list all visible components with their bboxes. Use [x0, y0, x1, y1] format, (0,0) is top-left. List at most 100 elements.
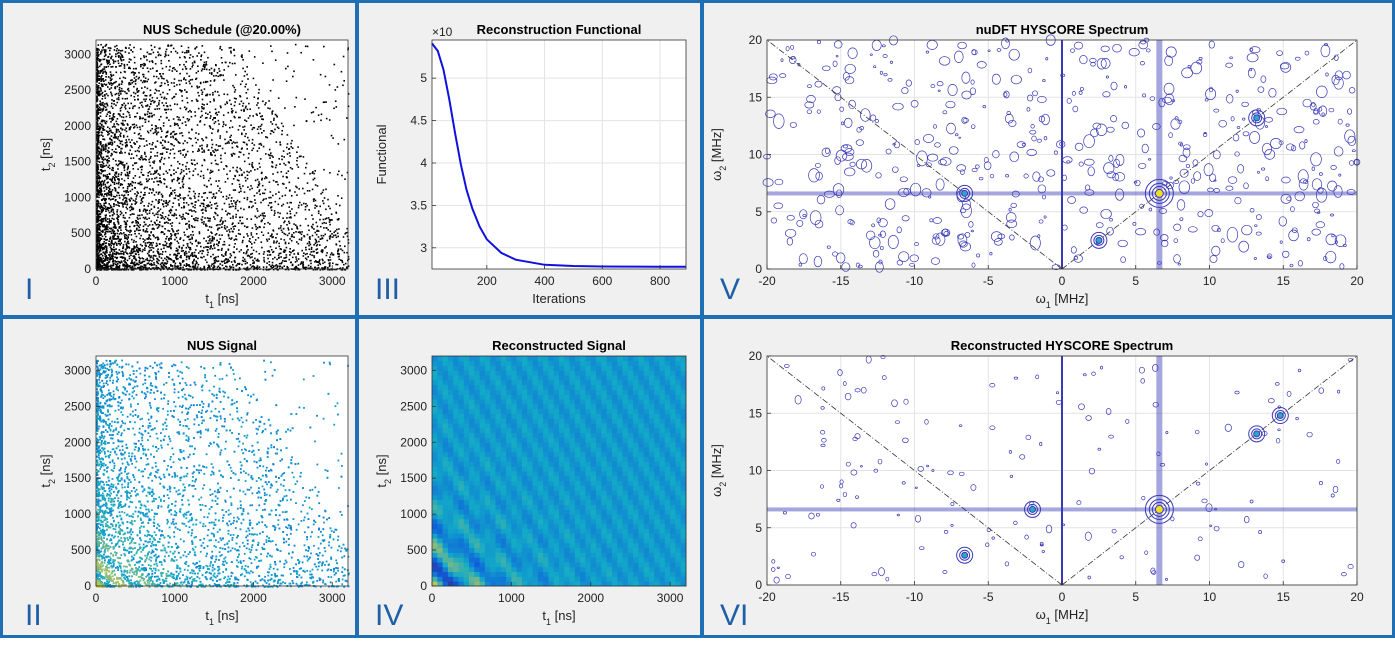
sample-point — [124, 77, 127, 79]
sample-point — [105, 175, 107, 178]
sample-point — [153, 214, 156, 217]
sample-point — [223, 225, 226, 227]
sample-point — [172, 202, 175, 204]
sample-point — [221, 264, 224, 267]
sample-point — [115, 263, 117, 265]
sample-point — [114, 189, 117, 191]
sample-point — [213, 264, 215, 267]
sample-point — [184, 218, 186, 220]
sample-point — [96, 174, 99, 176]
sample-point — [205, 61, 208, 63]
sample-point — [140, 79, 142, 82]
sample-point — [259, 166, 261, 168]
sample-point — [246, 233, 248, 235]
sample-point — [180, 45, 183, 47]
sample-point — [310, 225, 313, 228]
sample-point — [205, 112, 207, 114]
sample-point — [113, 187, 116, 189]
sample-point — [346, 117, 348, 119]
sample-point — [261, 184, 264, 187]
sample-point — [118, 264, 121, 267]
sample-point — [103, 187, 105, 189]
sample-point — [153, 262, 155, 264]
sample-point — [121, 257, 124, 259]
sample-point — [334, 89, 337, 91]
sample-point — [195, 256, 197, 258]
sample-point — [105, 102, 108, 105]
sample-point — [224, 262, 226, 264]
sample-point — [110, 240, 113, 243]
sample-point — [107, 207, 110, 209]
sample-point — [132, 181, 134, 184]
sample-point — [260, 231, 263, 233]
sample-point — [308, 248, 311, 251]
sample-point — [258, 266, 261, 268]
sample-point — [128, 128, 131, 131]
sample-point — [239, 83, 242, 86]
sample-point — [208, 205, 211, 207]
sample-point — [329, 219, 331, 222]
sample-point — [105, 50, 107, 53]
sample-point — [200, 89, 203, 91]
sample-point — [144, 151, 146, 154]
sample-point — [118, 178, 120, 180]
sample-point — [96, 139, 98, 141]
sample-point — [109, 221, 112, 224]
sample-point — [163, 97, 165, 100]
sample-point — [233, 54, 236, 57]
sample-point — [110, 250, 113, 252]
sample-point — [341, 261, 344, 264]
sample-point — [269, 132, 272, 135]
sample-point — [113, 230, 116, 233]
sample-point — [122, 122, 124, 125]
sample-point — [181, 180, 184, 183]
sample-point — [209, 84, 212, 87]
sample-point — [155, 242, 158, 245]
sample-point — [210, 204, 213, 206]
sample-point — [107, 47, 110, 49]
y-tick-label: 500 — [71, 226, 91, 240]
sample-point — [327, 217, 330, 219]
sample-point — [320, 234, 323, 237]
sample-point — [122, 264, 124, 267]
sample-point — [139, 181, 142, 183]
sample-point — [244, 119, 246, 121]
sample-point — [145, 155, 147, 158]
sample-point — [109, 243, 111, 246]
sample-point — [256, 260, 259, 262]
sample-point — [115, 131, 118, 133]
sample-point — [213, 117, 215, 119]
sample-point — [139, 257, 142, 260]
sample-point — [103, 68, 106, 70]
sample-point — [122, 134, 125, 137]
sample-point — [180, 171, 183, 173]
sample-point — [128, 257, 131, 260]
sample-point — [116, 123, 118, 125]
sample-point — [157, 131, 160, 134]
sample-point — [171, 214, 173, 217]
sample-point — [272, 156, 274, 158]
sample-point — [243, 267, 245, 270]
sample-point — [139, 243, 142, 246]
sample-point — [99, 234, 101, 236]
sample-point — [131, 266, 134, 268]
sample-point — [124, 217, 126, 219]
sample-point — [126, 264, 129, 266]
sample-point — [156, 105, 158, 107]
sample-point — [185, 264, 188, 266]
sample-point — [116, 256, 119, 259]
sample-point — [218, 180, 220, 182]
sample-point — [189, 269, 191, 271]
sample-point — [177, 257, 179, 260]
sample-point — [176, 52, 179, 54]
sample-point — [96, 228, 99, 230]
sample-point — [109, 167, 111, 170]
sample-point — [317, 261, 320, 264]
sample-point — [237, 222, 240, 224]
sample-point — [206, 242, 209, 245]
sample-point — [284, 107, 286, 109]
sample-point — [181, 261, 184, 263]
sample-point — [233, 104, 236, 107]
sample-point — [316, 248, 319, 250]
